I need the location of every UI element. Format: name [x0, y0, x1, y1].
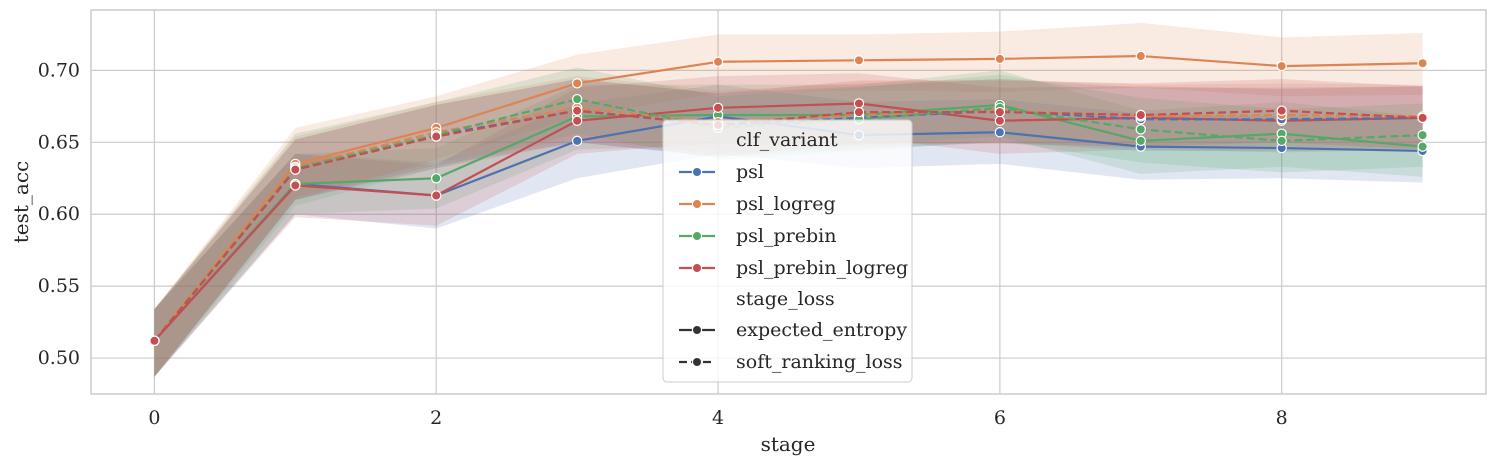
legend-style-entries: expected_entropy soft_ranking_loss: [679, 319, 907, 373]
data-point-psl_logreg: [994, 53, 1006, 65]
data-point-psl_prebin_logreg: [1276, 105, 1287, 116]
legend-label-expected_entropy: expected_entropy: [736, 319, 907, 341]
y-tick-label: 0.55: [38, 275, 80, 297]
legend-label-psl_prebin: psl_prebin: [736, 225, 836, 247]
legend-marker-psl: [691, 166, 703, 178]
y-tick-label: 0.70: [38, 59, 80, 81]
data-point-psl_prebin_logreg: [1135, 109, 1146, 121]
legend: clf_variant psl psl_logreg psl_prebin psl_p…: [662, 119, 913, 383]
series-line-psl_logreg-expected_entropy: [153, 54, 1423, 342]
series-line-psl_prebin-expected_entropy: [153, 103, 1423, 342]
legend-label-soft_ranking_loss: soft_ranking_loss: [736, 351, 903, 373]
x-tick-label: 2: [430, 407, 442, 429]
data-point-psl_prebin_logreg: [571, 105, 583, 116]
legend-box: [662, 119, 913, 383]
data-point-psl_prebin_logreg: [712, 102, 724, 113]
confidence-band-psl-soft_ranking_loss: [154, 79, 1423, 377]
legend-hue-entries: psl psl_logreg psl_prebin psl_prebin_logreg: [679, 161, 908, 279]
confidence-band-psl_prebin-expected_entropy: [154, 70, 1423, 377]
confidence-band-psl_prebin-soft_ranking_loss: [154, 67, 1423, 377]
legend-label-psl_logreg: psl_logreg: [736, 193, 836, 215]
legend-label-psl_prebin_logreg: psl_prebin_logreg: [736, 257, 908, 279]
tick-labels: 0 2 4 6 8 0.50 0.55 0.60 0.65 0.70: [38, 59, 1288, 429]
data-point-psl_prebin_logreg: [290, 164, 301, 175]
data-point-psl_logreg: [712, 56, 724, 67]
data-point-psl_prebin: [1276, 135, 1287, 147]
data-point-psl_logreg: [571, 78, 583, 89]
confidence-band-psl_logreg-expected_entropy: [154, 22, 1423, 377]
legend-marker-soft_ranking_loss: [691, 356, 703, 368]
data-point-psl_prebin_logreg: [431, 190, 442, 201]
legend-hue-title: clf_variant: [736, 129, 838, 151]
legend-marker-psl_logreg: [691, 198, 703, 210]
x-tick-label: 8: [1276, 407, 1288, 429]
data-point-psl_prebin_logreg: [571, 115, 583, 126]
legend-marker-psl_prebin: [691, 230, 703, 242]
confidence-bands: [154, 22, 1423, 377]
data-point-psl_prebin: [571, 93, 583, 105]
y-tick-label: 0.50: [38, 347, 80, 369]
y-tick-label: 0.60: [38, 203, 80, 225]
data-point-psl_prebin_logreg: [149, 335, 160, 346]
confidence-band-psl_prebin_logreg-soft_ranking_loss: [154, 79, 1423, 377]
legend-label-psl: psl: [736, 161, 764, 183]
data-point-psl_logreg: [1135, 50, 1146, 62]
y-axis-label: test_acc: [9, 161, 33, 244]
data-point-psl_prebin_logreg: [290, 180, 301, 191]
x-tick-label: 4: [712, 407, 724, 429]
data-point-psl_prebin_logreg: [1417, 112, 1428, 124]
legend-marker-psl_prebin_logreg: [691, 262, 703, 274]
y-tick-label: 0.65: [38, 131, 80, 153]
series-line-psl_prebin_logreg-soft_ranking_loss: [153, 109, 1423, 342]
data-point-psl_logreg: [1276, 60, 1287, 72]
data-point-psl_prebin: [1135, 135, 1146, 147]
x-tick-label: 0: [148, 407, 160, 429]
confidence-band-psl_logreg-soft_ranking_loss: [154, 76, 1423, 377]
confidence-band-psl_prebin_logreg-expected_entropy: [154, 73, 1423, 377]
data-point-psl: [994, 127, 1006, 138]
data-point-psl_prebin_logreg: [994, 115, 1006, 126]
data-point-psl_prebin_logreg: [994, 106, 1006, 118]
data-point-psl_prebin_logreg: [853, 106, 865, 118]
x-axis-label: stage: [761, 432, 816, 456]
data-point-psl: [571, 135, 583, 147]
data-point-psl_logreg: [1417, 58, 1428, 69]
x-tick-label: 6: [994, 407, 1006, 429]
data-point-psl_prebin: [1135, 124, 1146, 135]
data-point-psl_prebin: [1417, 141, 1428, 152]
data-point-psl_prebin: [431, 173, 442, 184]
legend-style-title: stage_loss: [736, 288, 835, 310]
confidence-band-psl-expected_entropy: [154, 84, 1423, 377]
legend-marker-expected_entropy: [691, 324, 703, 336]
data-point-psl_prebin_logreg: [431, 131, 442, 142]
data-point-psl_prebin_logreg: [853, 98, 865, 109]
data-point-psl_prebin: [1417, 129, 1428, 141]
data-point-psl_logreg: [853, 55, 865, 66]
plot-frame: [90, 9, 1487, 395]
